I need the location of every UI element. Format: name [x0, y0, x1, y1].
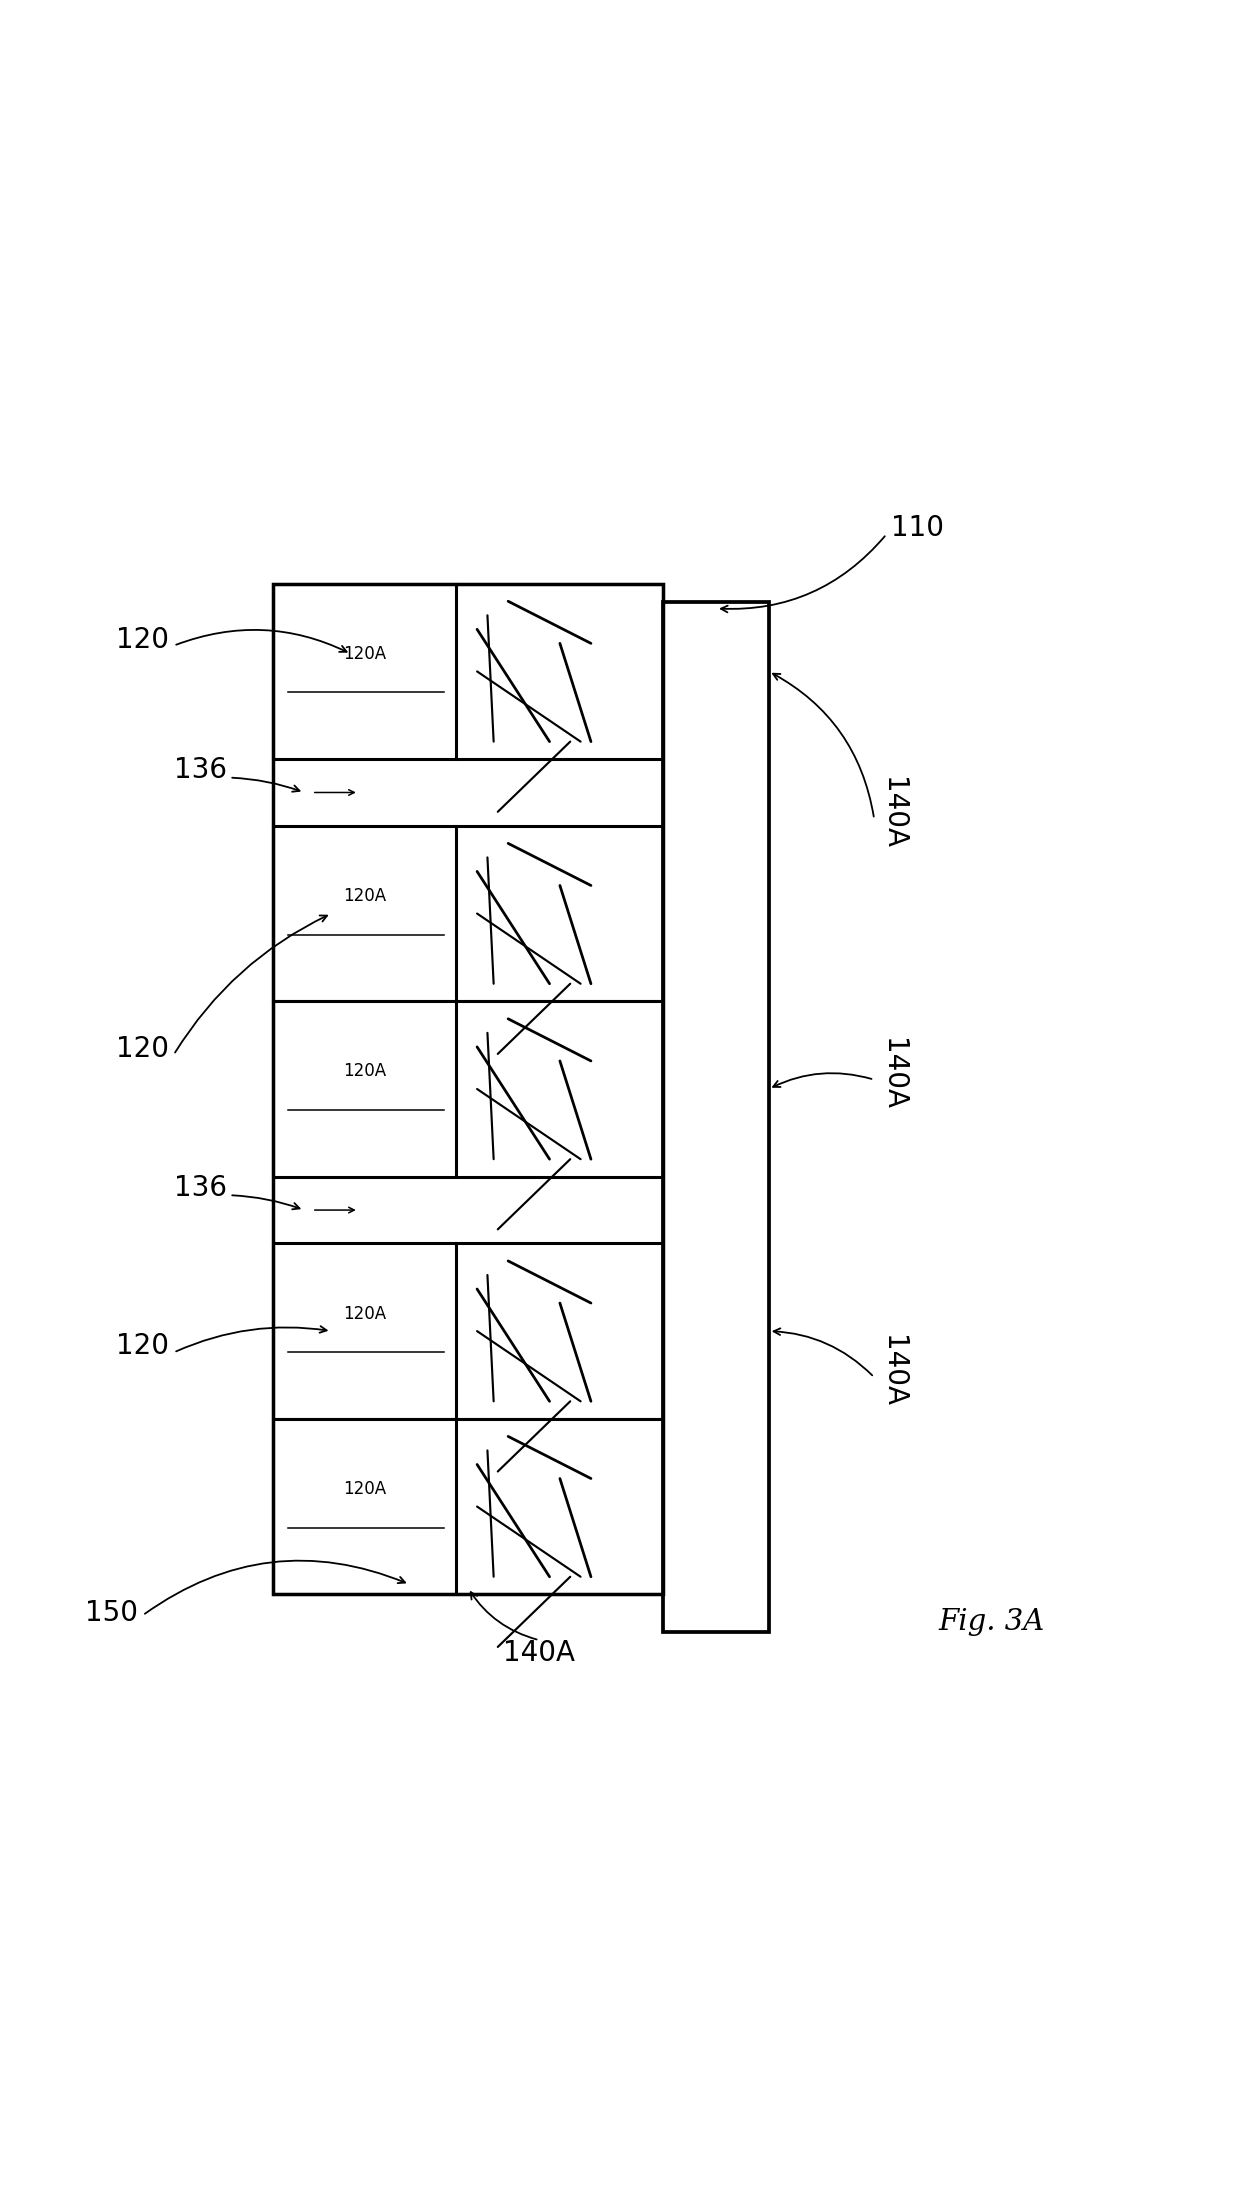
- Text: 140A: 140A: [879, 1038, 906, 1109]
- Text: 120A: 120A: [343, 888, 386, 906]
- FancyArrowPatch shape: [773, 1074, 872, 1087]
- Text: 120: 120: [117, 625, 169, 654]
- Text: 120A: 120A: [343, 1063, 386, 1080]
- FancyArrowPatch shape: [232, 1195, 300, 1208]
- Bar: [273, 583, 663, 1595]
- Text: 120: 120: [117, 1034, 169, 1063]
- FancyArrowPatch shape: [145, 1560, 405, 1615]
- FancyArrowPatch shape: [232, 778, 300, 791]
- Text: 110: 110: [892, 515, 944, 541]
- FancyArrowPatch shape: [720, 537, 885, 612]
- Text: Fig. 3A: Fig. 3A: [939, 1608, 1045, 1635]
- Text: 120: 120: [117, 1332, 169, 1361]
- Text: 136: 136: [175, 755, 227, 784]
- Bar: [273, 1418, 663, 1595]
- FancyArrowPatch shape: [774, 1328, 872, 1376]
- FancyArrowPatch shape: [176, 1325, 326, 1352]
- Text: 140A: 140A: [879, 778, 906, 848]
- FancyArrowPatch shape: [175, 915, 327, 1051]
- Bar: [273, 583, 663, 760]
- FancyArrowPatch shape: [471, 1593, 537, 1639]
- Text: 120A: 120A: [343, 645, 386, 663]
- Text: 120A: 120A: [343, 1480, 386, 1498]
- Bar: [273, 826, 663, 1001]
- Bar: [663, 603, 769, 1632]
- Bar: [273, 1244, 663, 1418]
- Text: 140A: 140A: [879, 1334, 906, 1407]
- FancyArrowPatch shape: [773, 674, 874, 817]
- Text: 120A: 120A: [343, 1306, 386, 1323]
- Text: 150: 150: [86, 1599, 138, 1626]
- FancyArrowPatch shape: [176, 630, 347, 652]
- Text: 136: 136: [175, 1173, 227, 1202]
- Text: 140A: 140A: [503, 1639, 575, 1666]
- Bar: [273, 1001, 663, 1177]
